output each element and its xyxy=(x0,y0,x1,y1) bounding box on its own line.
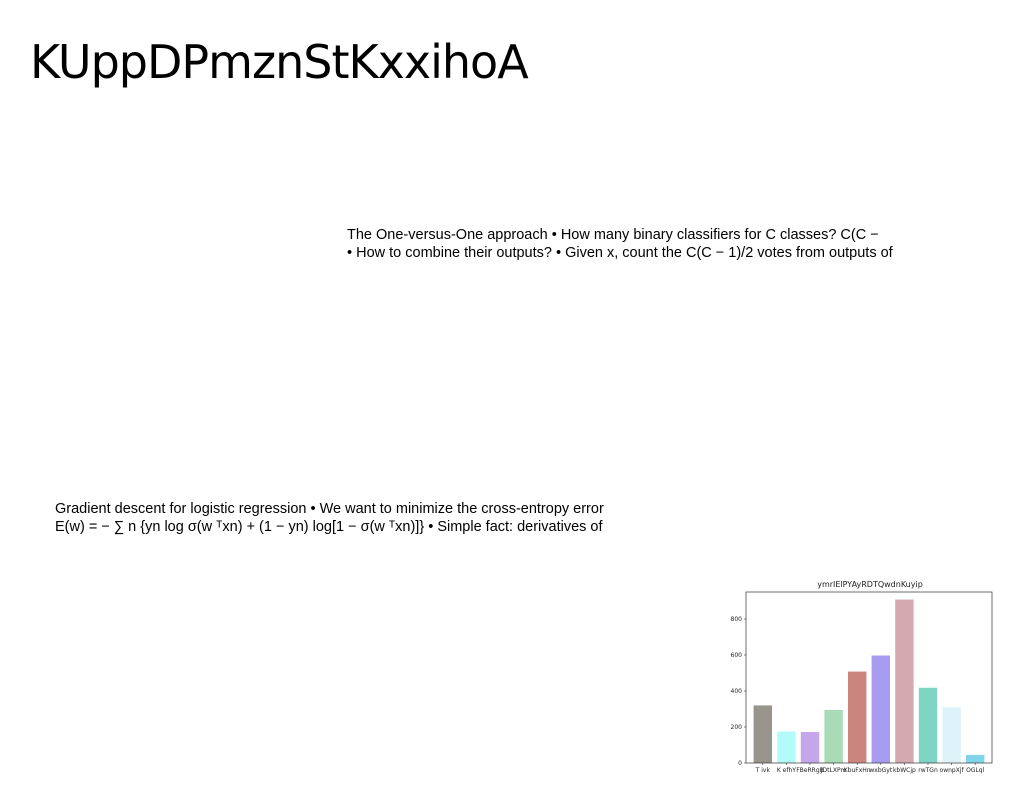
slide-title: KUppDPmznStKxxihoA xyxy=(30,35,529,89)
text-block-one-vs-one: The One-versus-One approach • How many b… xyxy=(347,226,893,262)
text-line: The One-versus-One approach • How many b… xyxy=(347,227,879,243)
text-line: E(w) = − ∑ n {yn log σ(w ᵀxn) + (1 − yn)… xyxy=(55,519,603,535)
x-tick-label: kbWCjp xyxy=(893,767,916,774)
text-line: • How to combine their outputs? • Given … xyxy=(347,245,893,261)
x-tick-label: OGLql xyxy=(966,767,985,774)
x-tick-label: KbuFxHn xyxy=(844,767,871,774)
text-line: Gradient descent for logistic regression… xyxy=(55,501,604,517)
chart-bar xyxy=(871,655,891,763)
chart-bar xyxy=(753,705,773,763)
y-tick-label: 800 xyxy=(731,616,743,623)
chart-bar xyxy=(848,671,867,763)
y-tick-label: 200 xyxy=(731,724,743,731)
chart-bar xyxy=(824,709,843,763)
text-block-gradient-descent: Gradient descent for logistic regression… xyxy=(55,500,604,536)
x-tick-label: rwTGn xyxy=(918,767,938,774)
chart-bar xyxy=(800,732,820,763)
x-tick-label: JDtLXPm xyxy=(820,767,847,774)
x-tick-label: T ivk xyxy=(755,767,771,774)
y-tick-label: 0 xyxy=(738,760,742,767)
chart-bar xyxy=(918,687,938,763)
bar-chart: ymrIElPYAyRDTQwdnKuyip T ivk K efhY FBeRRg… xyxy=(718,575,1000,775)
y-tick-label: 400 xyxy=(731,688,743,695)
chart-bar xyxy=(895,599,914,763)
y-tick-label: 600 xyxy=(731,652,743,659)
chart-bar xyxy=(942,707,961,763)
x-tick-label: wxbGyt xyxy=(869,767,892,774)
chart-title: ymrIElPYAyRDTQwdnKuyip xyxy=(817,580,923,589)
x-tick-label: FBeRRgB xyxy=(796,767,824,774)
bar-chart-svg: ymrIElPYAyRDTQwdnKuyip T ivk K efhY FBeRRg… xyxy=(731,580,993,774)
plot-frame xyxy=(745,591,993,764)
x-tick-label: ownpXjf xyxy=(940,767,965,774)
chart-bar xyxy=(966,754,985,763)
chart-bar xyxy=(777,731,796,763)
x-tick-label: K efhY xyxy=(777,767,796,774)
